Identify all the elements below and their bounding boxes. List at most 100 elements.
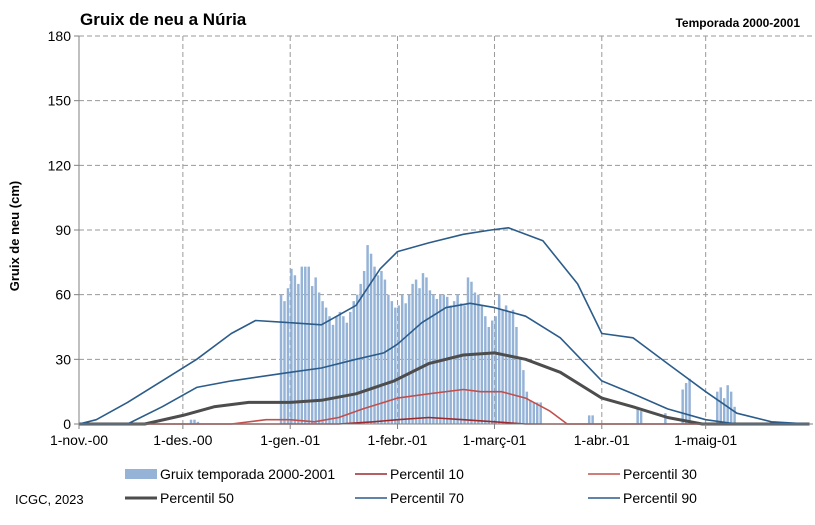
snow-depth-bar [342,316,345,424]
snow-depth-bar [331,324,335,424]
snow-depth-bar [279,294,283,424]
snow-depth-bar [369,253,373,424]
percentile-line-3 [79,351,810,426]
y-tick-label: 30 [55,351,71,367]
snow-depth-bar [193,419,196,424]
snow-depth-bar [286,288,290,424]
snow-depth-bar [688,378,691,424]
snow-depth-bar [539,402,542,424]
snow-depth-bar [293,275,297,424]
snow-depth-bar [477,294,480,424]
snow-depth-bar [321,301,324,424]
snow-depth-bar [397,305,400,424]
legend-label: Percentil 10 [390,466,464,482]
snow-depth-bar [335,316,338,424]
snow-depth-bar [297,283,300,424]
snow-depth-bar [349,311,352,424]
snow-depth-bar [400,294,404,424]
snow-depth-bar [463,305,466,424]
snow-depth-bar [310,286,314,424]
snow-depth-bar [421,273,425,424]
y-tick-label: 120 [48,157,72,173]
x-tick-label: 1-abr.-01 [574,432,630,448]
percentile-line-4 [79,302,810,425]
snow-depth-bar [466,277,470,424]
snow-depth-bar [664,413,667,424]
legend-label: Percentil 50 [160,490,234,506]
y-axis-label: Gruix de neu (cm) [7,181,22,292]
y-tick-label: 90 [55,222,71,238]
snow-depth-bar [684,383,688,424]
snow-depth-bar [328,316,331,424]
axes: 0 30 60 90 120 150 180 1-nov.-00 1-des.-00 1-gen.… [48,28,813,448]
y-tick-label: 60 [55,287,71,303]
snow-depth-bar [504,305,508,424]
snow-depth-bar [719,387,722,424]
legend-label: Percentil 70 [390,490,464,506]
snow-depth-bar [304,266,307,424]
snow-depth-bar [501,309,504,424]
snow-depth-bar [494,316,497,424]
snow-depth-bar [390,301,394,424]
snow-depth-bar [726,385,729,424]
snow-depth-bar [636,408,639,424]
snow-depth-bar [716,391,719,424]
snow-depth-bar [456,294,459,424]
snow-depth-bar [283,301,286,424]
snow-depth-bar [373,266,376,424]
percentile-line-1 [79,416,810,425]
grid [79,35,813,424]
snow-depth-bar [300,266,304,424]
snow-depth-bar [449,305,452,424]
snow-depth-bar [366,245,369,424]
snow-depth-bar [317,292,321,424]
credit-text: ICGC, 2023 [15,492,84,507]
snow-depth-bar [733,406,736,424]
snow-depth-bar [487,327,491,424]
snow-depth-bar [407,294,411,424]
snow-depth-bar [480,305,484,424]
snow-depth-bar [587,415,591,424]
snow-depth-bar [729,391,733,424]
legend-label: Percentil 90 [623,490,697,506]
y-tick-label: 0 [63,416,71,432]
snow-depth-bar [338,311,342,424]
snow-depth-bar [470,281,473,424]
snow-depth-bar [380,270,383,424]
snow-depth-bar [196,421,200,424]
snow-depth-bar [352,301,355,424]
snow-depth-bar [387,294,390,424]
y-tick-label: 180 [48,28,72,44]
snow-depth-bar [394,307,397,424]
snow-depth-bar [639,411,643,424]
snow-depth-bar [508,311,511,424]
snow-depth-bar [432,294,435,424]
snow-depth-bar [497,294,501,424]
snow-depth-bar [722,398,726,424]
x-tick-label: 1-maig-01 [674,432,737,448]
snow-depth-bar [376,275,380,424]
x-tick-label: 1-març-01 [463,432,527,448]
line-series [78,227,810,426]
snow-depth-bar [515,327,518,424]
snow-depth-bar [189,419,193,424]
snow-depth-bar [307,266,310,424]
legend: Gruix temporada 2000-2001 Percentil 10 Per… [125,466,697,506]
snow-depth-bar [362,270,366,424]
snow-depth-bar [324,307,328,424]
legend-label: Gruix temporada 2000-2001 [160,466,335,482]
snow-depth-bar [491,320,494,424]
snow-depth-bar [518,359,522,424]
snow-depth-bar [404,303,407,424]
snow-depth-bar [536,402,539,424]
snow-depth-bar [425,277,428,424]
legend-swatch [125,469,157,479]
snow-depth-bar [452,301,456,424]
snow-depth-bar [511,309,515,424]
snow-depth-bar [345,322,349,424]
x-tick-label: 1-des.-00 [153,432,212,448]
x-tick-label: 1-febr.-01 [368,432,428,448]
snow-depth-bar [591,415,594,424]
